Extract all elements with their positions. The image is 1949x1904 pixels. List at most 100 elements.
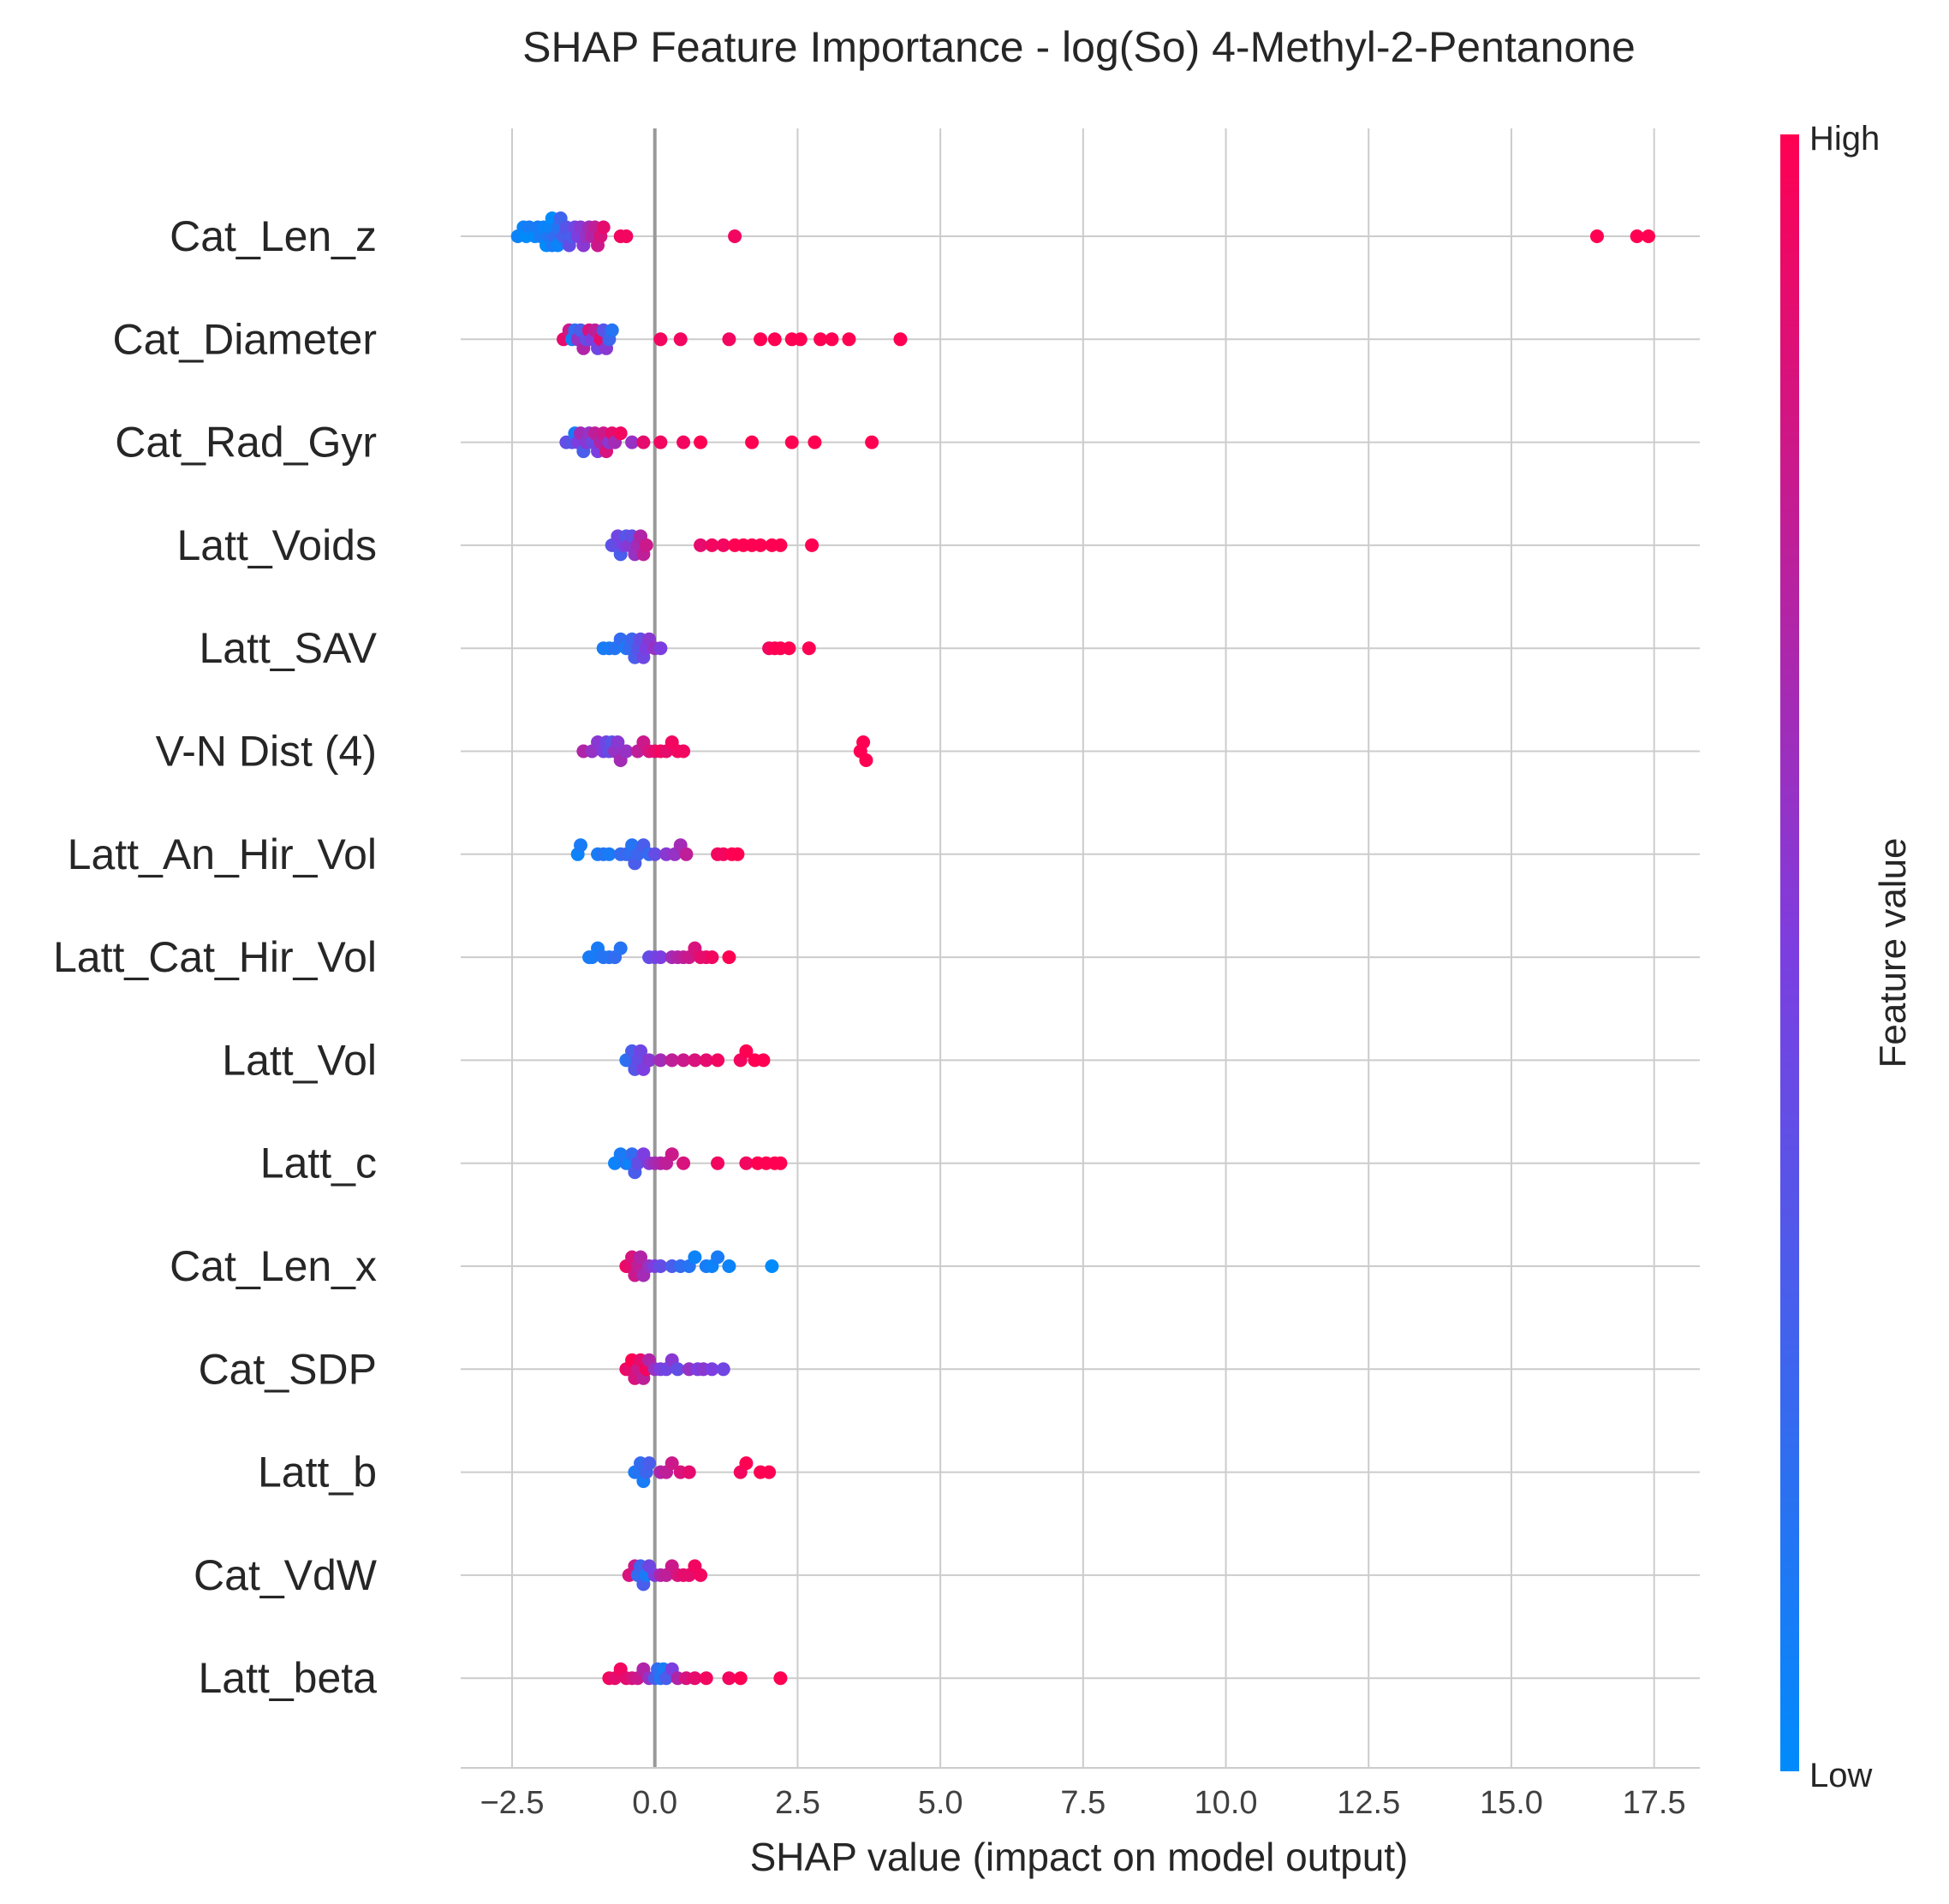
shap-point <box>671 1362 685 1377</box>
shap-point <box>722 332 736 347</box>
shap-point <box>688 1053 702 1068</box>
shap-point <box>665 1147 679 1162</box>
feature-label: Latt_SAV <box>199 624 377 672</box>
shap-point <box>642 1456 657 1471</box>
feature-label: Cat_SDP <box>199 1345 377 1393</box>
shap-point <box>665 1456 679 1471</box>
x-tick-label: 17.5 <box>1623 1785 1686 1821</box>
shap-point <box>642 1053 657 1068</box>
data-points <box>510 211 1655 1686</box>
feature-label: Latt_c <box>260 1139 377 1187</box>
shap-point <box>639 538 653 552</box>
shap-point <box>756 1053 771 1068</box>
shap-point <box>694 1568 708 1582</box>
shap-point <box>653 641 668 656</box>
shap-point <box>711 1250 725 1264</box>
shap-point <box>653 435 668 449</box>
shap-point <box>653 1259 668 1273</box>
shap-point <box>856 735 871 749</box>
shap-point <box>653 950 668 965</box>
x-tick-labels: −2.5 0.0 2.5 5.0 7.5 10.0 12.5 15.0 17.5 <box>480 1785 1685 1821</box>
feature-label: Cat_Diameter <box>113 315 377 363</box>
shap-point <box>694 435 708 449</box>
shap-point <box>705 538 719 552</box>
shap-point <box>636 435 651 449</box>
colorbar-gradient <box>1780 134 1799 1771</box>
shap-point <box>716 538 730 552</box>
shap-point <box>773 1156 788 1170</box>
shap-point <box>730 847 745 861</box>
feature-label: Latt_b <box>258 1449 377 1496</box>
shap-point <box>711 1053 725 1068</box>
shap-point <box>1641 229 1655 243</box>
shap-point <box>1630 229 1644 243</box>
shap-point <box>613 426 628 441</box>
shap-point <box>673 332 688 347</box>
feature-label: V-N Dist (4) <box>156 728 377 776</box>
shap-point <box>739 1456 754 1471</box>
shap-point <box>782 641 796 656</box>
shap-point <box>802 641 816 656</box>
shap-point <box>665 1053 679 1068</box>
x-tick-label: 7.5 <box>1060 1785 1106 1821</box>
shap-point <box>793 332 808 347</box>
shap-point <box>676 1156 691 1170</box>
shap-point <box>754 538 768 552</box>
shap-point <box>688 1671 702 1686</box>
chart-title: SHAP Feature Importance - log(So) 4-Meth… <box>522 23 1636 71</box>
colorbar: High Low Feature value <box>1780 120 1914 1794</box>
shap-point <box>722 1259 736 1273</box>
shap-point <box>745 435 760 449</box>
shap-point <box>676 1053 691 1068</box>
feature-label: Cat_Len_x <box>170 1242 377 1290</box>
shap-point <box>647 847 662 861</box>
shap-point <box>762 1465 777 1479</box>
x-tick-label: 0.0 <box>632 1785 677 1821</box>
shap-point <box>805 538 820 552</box>
shap-point <box>728 229 742 243</box>
shap-point <box>754 332 768 347</box>
feature-label: Latt_Cat_Hir_Vol <box>53 933 377 981</box>
feature-label: Cat_Len_z <box>170 212 377 260</box>
colorbar-title: Feature value <box>1872 837 1914 1068</box>
x-axis-label: SHAP value (impact on model output) <box>750 1835 1409 1879</box>
shap-point <box>893 332 908 347</box>
shap-point <box>596 220 611 235</box>
shap-point <box>611 735 625 749</box>
shap-point <box>711 1156 725 1170</box>
shap-point <box>825 332 839 347</box>
shap-point <box>722 1671 736 1686</box>
shap-point <box>865 435 879 449</box>
shap-point <box>773 1671 788 1686</box>
feature-label: Latt_Vol <box>222 1036 377 1084</box>
shap-point <box>619 744 634 759</box>
shap-point <box>705 950 719 965</box>
shap-point <box>814 332 828 347</box>
shap-point <box>625 435 640 449</box>
feature-label: Latt_beta <box>198 1654 377 1702</box>
shap-point <box>739 1156 754 1170</box>
shap-point <box>653 1053 668 1068</box>
shap-point <box>619 229 634 243</box>
shap-point <box>634 1044 648 1058</box>
shap-point <box>842 332 856 347</box>
feature-label: Latt_An_Hir_Vol <box>68 830 377 878</box>
shap-point <box>679 847 694 861</box>
shap-point <box>605 323 619 337</box>
shap-point <box>773 538 788 552</box>
x-tick-label: −2.5 <box>480 1785 544 1821</box>
grid-layer <box>461 128 1700 1768</box>
shap-point <box>634 1250 648 1264</box>
x-tick-label: 15.0 <box>1480 1785 1543 1821</box>
shap-point <box>682 1465 696 1479</box>
shap-point <box>699 1671 713 1686</box>
x-tick-label: 5.0 <box>918 1785 963 1821</box>
shap-point <box>859 753 873 767</box>
shap-point <box>613 941 628 955</box>
x-tick-label: 2.5 <box>775 1785 820 1821</box>
shap-point <box>733 1671 748 1686</box>
feature-label: Cat_Rad_Gyr <box>115 419 377 467</box>
shap-point <box>574 838 588 853</box>
shap-point <box>716 1362 730 1377</box>
